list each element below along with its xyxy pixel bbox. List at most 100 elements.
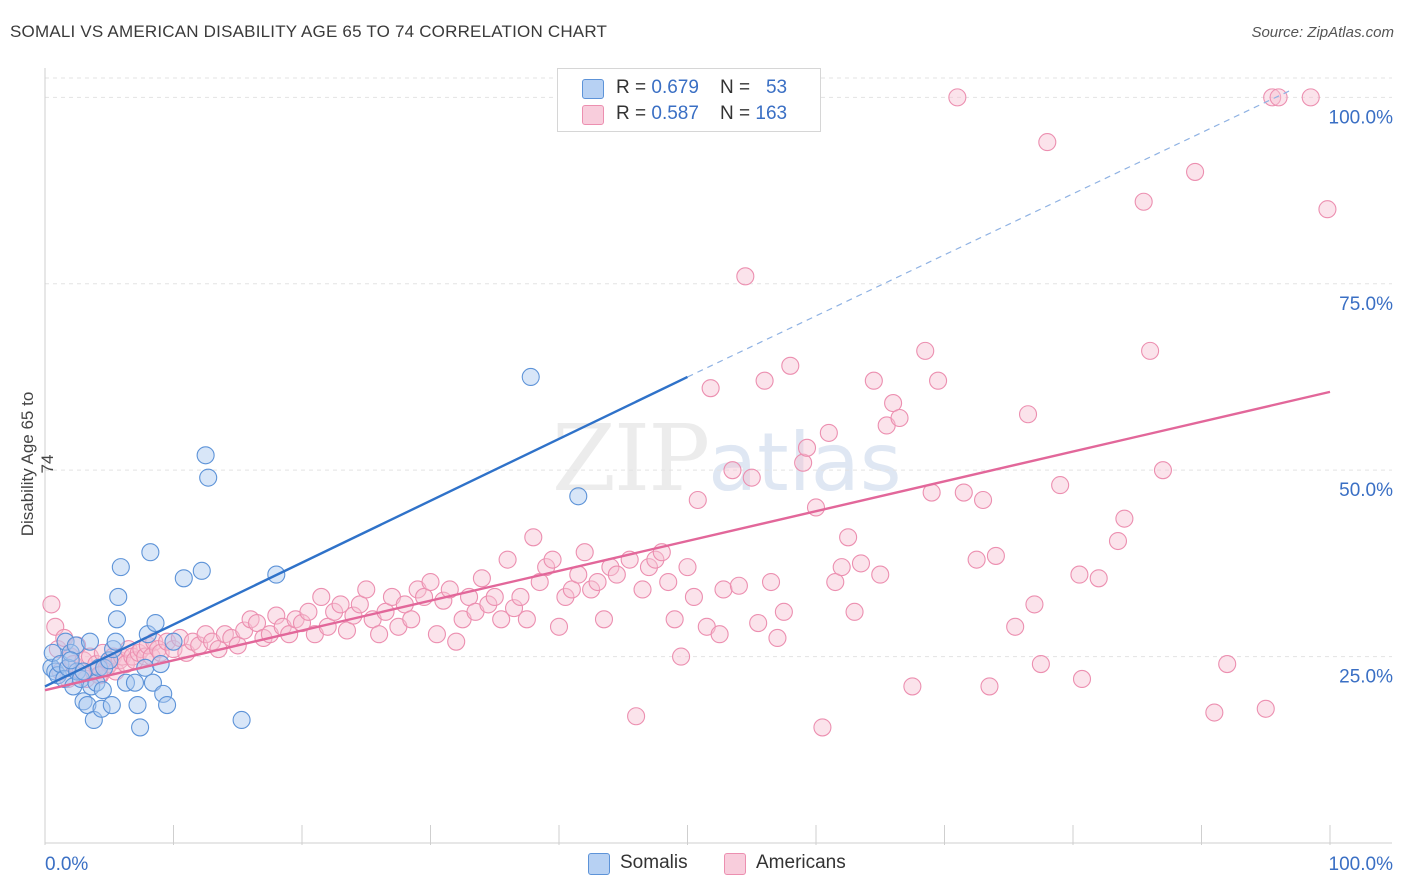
american-point — [1318, 200, 1337, 219]
somali-point — [146, 613, 165, 633]
somalis-trend-line — [44, 375, 689, 688]
american-point — [1031, 654, 1050, 674]
correlation-legend: R = 0.679 N = 53 R = 0.587 N = 163 — [557, 68, 821, 132]
americans-swatch — [582, 105, 604, 125]
somali-point — [107, 610, 127, 629]
american-point — [774, 602, 793, 621]
americans-r-label: R = — [616, 103, 652, 124]
somali-point — [78, 696, 97, 715]
american-point — [588, 572, 607, 592]
american-point — [701, 379, 720, 398]
american-point — [714, 580, 733, 599]
y-tick-label: 75.0% — [1339, 294, 1393, 315]
american-point — [1025, 595, 1044, 614]
american-point — [267, 606, 286, 625]
american-point — [402, 610, 421, 629]
americans-n-label: N = — [720, 103, 756, 124]
somalis-n-label: N = — [720, 77, 756, 98]
american-point — [813, 718, 832, 737]
somali-point — [232, 710, 251, 730]
somali-point — [92, 699, 111, 718]
american-point — [447, 632, 466, 651]
american-point — [485, 587, 504, 606]
american-point — [967, 550, 986, 569]
american-point — [562, 580, 581, 599]
americans-legend-swatch — [724, 853, 746, 875]
american-point — [903, 677, 922, 696]
americans-n-value: 163 — [755, 103, 788, 124]
american-point — [1018, 405, 1038, 424]
american-point — [639, 558, 659, 577]
somalis-legend-label: Somalis — [620, 852, 688, 873]
somali-point — [125, 673, 144, 692]
american-point — [633, 580, 652, 599]
american-point — [845, 602, 864, 621]
american-point — [1089, 569, 1108, 588]
somali-point — [154, 684, 173, 703]
american-point — [871, 565, 890, 584]
american-point — [839, 528, 858, 547]
somalis-swatch — [582, 79, 604, 99]
american-point — [196, 625, 215, 644]
chart-title: SOMALI VS AMERICAN DISABILITY AGE 65 TO … — [10, 22, 608, 41]
american-point — [659, 572, 678, 592]
american-point — [826, 572, 845, 592]
somalis-stats: R = 0.679 N = 53 — [616, 77, 787, 99]
somali-point — [131, 718, 150, 737]
somalis-n-value: 53 — [765, 77, 788, 98]
american-point — [1051, 476, 1070, 495]
american-point — [350, 595, 369, 614]
american-point — [736, 267, 755, 286]
american-point — [819, 423, 838, 442]
american-point — [794, 453, 813, 472]
american-point — [1153, 461, 1172, 480]
source-label: Source: ZipAtlas.com — [1251, 24, 1394, 41]
american-point — [421, 572, 440, 592]
american-point — [331, 595, 350, 614]
american-point — [884, 394, 903, 413]
somali-point — [80, 632, 100, 651]
somali-point — [174, 569, 193, 588]
american-point — [479, 595, 498, 614]
american-point — [980, 677, 999, 696]
american-point — [749, 613, 768, 633]
watermark-zip: ZIP — [552, 405, 710, 512]
american-point — [517, 610, 536, 629]
american-point — [627, 707, 646, 726]
american-point — [42, 595, 61, 614]
somali-point — [521, 367, 540, 387]
somali-point — [158, 696, 177, 715]
american-point — [986, 546, 1005, 565]
somali-point — [109, 587, 128, 606]
american-point — [299, 602, 318, 621]
somali-point — [192, 561, 211, 580]
american-point — [1256, 699, 1275, 718]
somali-point — [143, 673, 162, 692]
american-point — [247, 613, 267, 633]
american-point — [1115, 509, 1134, 528]
somalis-legend-swatch — [588, 853, 610, 875]
american-point — [530, 572, 549, 592]
american-point — [357, 580, 376, 599]
somali-point — [569, 487, 588, 506]
x-tick-label-min: 0.0% — [45, 854, 88, 875]
american-point — [370, 625, 389, 644]
american-point — [929, 371, 948, 390]
americans-trend-line — [44, 390, 1331, 692]
somali-point — [93, 681, 112, 700]
american-point — [761, 572, 781, 592]
somalis-trend-extension — [687, 89, 1292, 378]
trend-lines — [44, 89, 1331, 692]
american-point — [1070, 565, 1089, 584]
american-point — [646, 550, 665, 569]
american-point — [729, 576, 748, 595]
american-point — [1006, 617, 1025, 636]
american-point — [973, 490, 993, 510]
american-point — [768, 628, 787, 648]
american-point — [684, 587, 703, 606]
watermark: ZIPatlas — [552, 405, 902, 512]
american-point — [755, 371, 774, 390]
american-point — [797, 438, 817, 457]
american-point — [524, 528, 543, 547]
american-point — [1134, 192, 1153, 211]
